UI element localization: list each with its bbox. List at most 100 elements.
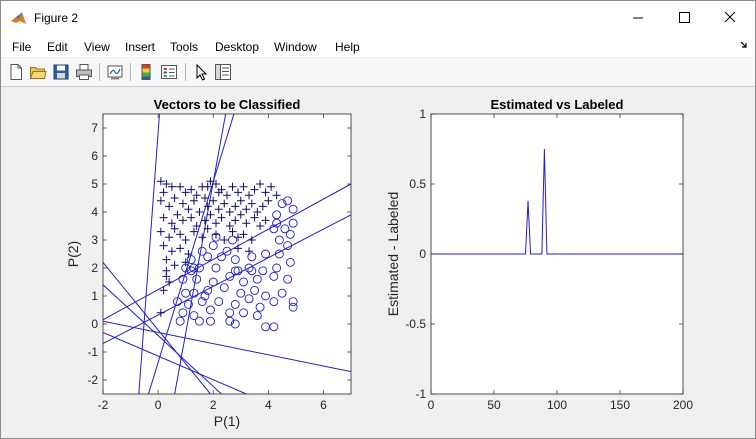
circle-marker	[230, 266, 240, 276]
plus-marker	[234, 188, 243, 197]
circle-marker	[285, 229, 295, 239]
circle-marker	[189, 288, 199, 298]
plus-marker	[187, 213, 196, 222]
plus-marker	[217, 213, 226, 222]
y-tick-label: 7	[91, 121, 98, 135]
circle-marker	[206, 316, 215, 326]
x-tick-label: 6	[320, 398, 327, 412]
circle-marker	[189, 311, 199, 321]
plus-marker	[272, 191, 281, 200]
plus-marker	[156, 196, 165, 205]
plus-marker	[178, 199, 187, 208]
minimize-button[interactable]	[615, 1, 661, 34]
link-plot-icon[interactable]	[106, 63, 124, 81]
plus-marker	[247, 199, 256, 208]
axes-title: Vectors to be Classified	[154, 97, 301, 112]
axes-vectors-classified[interactable]: -2 0 2 4 6 -2 -1 0 1 2 3 4 5 6 7 Vectors to be Classifi…	[65, 97, 352, 429]
matlab-logo-icon	[10, 10, 27, 27]
plus-marker	[261, 216, 270, 225]
open-file-icon[interactable]	[29, 63, 47, 81]
circle-marker	[208, 277, 218, 287]
plus-marker	[165, 233, 174, 242]
menu-file[interactable]: File	[12, 40, 32, 54]
plus-marker	[156, 177, 165, 186]
plus-marker	[250, 185, 259, 194]
x-tick-label: -2	[98, 398, 109, 412]
plus-marker	[267, 182, 276, 191]
plus-marker	[253, 208, 262, 216]
toolbar-separator	[130, 63, 131, 81]
save-icon[interactable]	[52, 63, 70, 81]
menu-view[interactable]: View	[84, 40, 110, 54]
circle-marker	[274, 249, 284, 259]
plus-marker	[231, 216, 240, 225]
circle-marker	[277, 288, 287, 298]
menu-insert[interactable]: Insert	[125, 40, 156, 54]
x-tick-label: 100	[547, 398, 567, 412]
title-bar[interactable]: Figure 2	[1, 1, 755, 35]
axes-estimated-vs-labeled[interactable]: 0 50 100 150 200 -1 -0.5 0 0.5 1 Estimated vs Labe…	[385, 97, 693, 412]
close-button[interactable]	[707, 1, 753, 34]
plus-marker	[195, 208, 204, 216]
y-tick-label: 1	[419, 107, 426, 121]
circle-marker	[252, 311, 262, 321]
menu-edit[interactable]: Edit	[47, 40, 68, 54]
plus-marker	[239, 182, 248, 191]
circle-marker	[211, 263, 221, 273]
circle-marker	[280, 224, 290, 234]
plus-marker	[220, 236, 229, 244]
y-tick-label: 0	[419, 247, 426, 261]
menu-help[interactable]: Help	[335, 40, 360, 54]
axes-background	[103, 114, 351, 394]
circle-marker	[239, 308, 248, 318]
plus-marker	[228, 182, 237, 191]
circle-marker	[247, 266, 257, 276]
plus-marker	[228, 227, 237, 236]
new-figure-icon[interactable]	[7, 63, 25, 81]
minimize-icon	[633, 17, 643, 19]
plus-marker	[167, 247, 176, 256]
y-axis-label: Estimated - Labeled	[385, 192, 401, 317]
circle-marker	[194, 263, 204, 273]
circle-marker	[172, 297, 182, 307]
x-tick-label: 2	[210, 398, 217, 412]
y-tick-label: 0.5	[409, 177, 426, 191]
insert-colorbar-icon[interactable]	[137, 63, 155, 81]
menu-window[interactable]: Window	[274, 40, 317, 54]
menu-desktop[interactable]: Desktop	[215, 40, 260, 54]
print-icon[interactable]	[75, 63, 93, 81]
y-tick-label: 4	[91, 205, 98, 219]
figure-canvas[interactable]: -2 0 2 4 6 -2 -1 0 1 2 3 4 5 6 7 Vectors to be Classifi…	[2, 88, 755, 438]
plus-marker	[258, 202, 267, 211]
plus-marker	[198, 233, 207, 242]
x-tick-label: 200	[673, 398, 693, 412]
plus-marker	[170, 224, 179, 233]
circle-marker	[252, 274, 262, 284]
x-tick-label: 50	[487, 398, 501, 412]
circle-marker	[269, 271, 279, 281]
menu-tools[interactable]: Tools	[170, 40, 199, 54]
dock-arrow-icon[interactable]	[739, 40, 749, 50]
pointer-icon[interactable]	[192, 63, 210, 81]
plus-marker	[256, 180, 265, 188]
maximize-button[interactable]	[661, 1, 707, 34]
menu-bar: File Edit View Insert Tools Desktop Wind…	[1, 35, 755, 57]
circle-marker	[272, 210, 282, 220]
y-tick-label: 0	[91, 317, 98, 331]
circle-marker	[214, 297, 224, 307]
plus-marker	[242, 219, 251, 228]
property-inspector-icon[interactable]	[214, 63, 232, 81]
plus-marker	[203, 202, 212, 211]
circle-marker	[255, 302, 265, 312]
plus-marker	[200, 216, 209, 225]
y-tick-label: 1	[91, 289, 98, 303]
insert-legend-icon[interactable]	[160, 63, 178, 81]
plus-marker	[170, 194, 179, 202]
circle-marker	[178, 274, 188, 284]
close-icon	[724, 11, 736, 23]
circle-marker	[189, 263, 199, 273]
plus-marker	[214, 188, 223, 197]
plus-marker	[162, 266, 171, 275]
circle-marker	[272, 263, 282, 273]
x-axis-label: P(1)	[214, 413, 240, 429]
